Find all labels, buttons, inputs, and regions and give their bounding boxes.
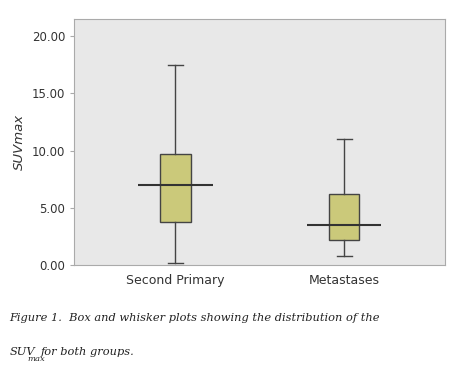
Y-axis label: SUVmax: SUVmax [13,114,26,170]
Text: for both groups.: for both groups. [41,347,134,357]
PathPatch shape [160,154,190,222]
PathPatch shape [328,194,359,240]
Text: max: max [27,355,45,363]
Text: Figure 1.  Box and whisker plots showing the distribution of the: Figure 1. Box and whisker plots showing … [9,313,379,323]
Text: SUV: SUV [9,347,35,357]
